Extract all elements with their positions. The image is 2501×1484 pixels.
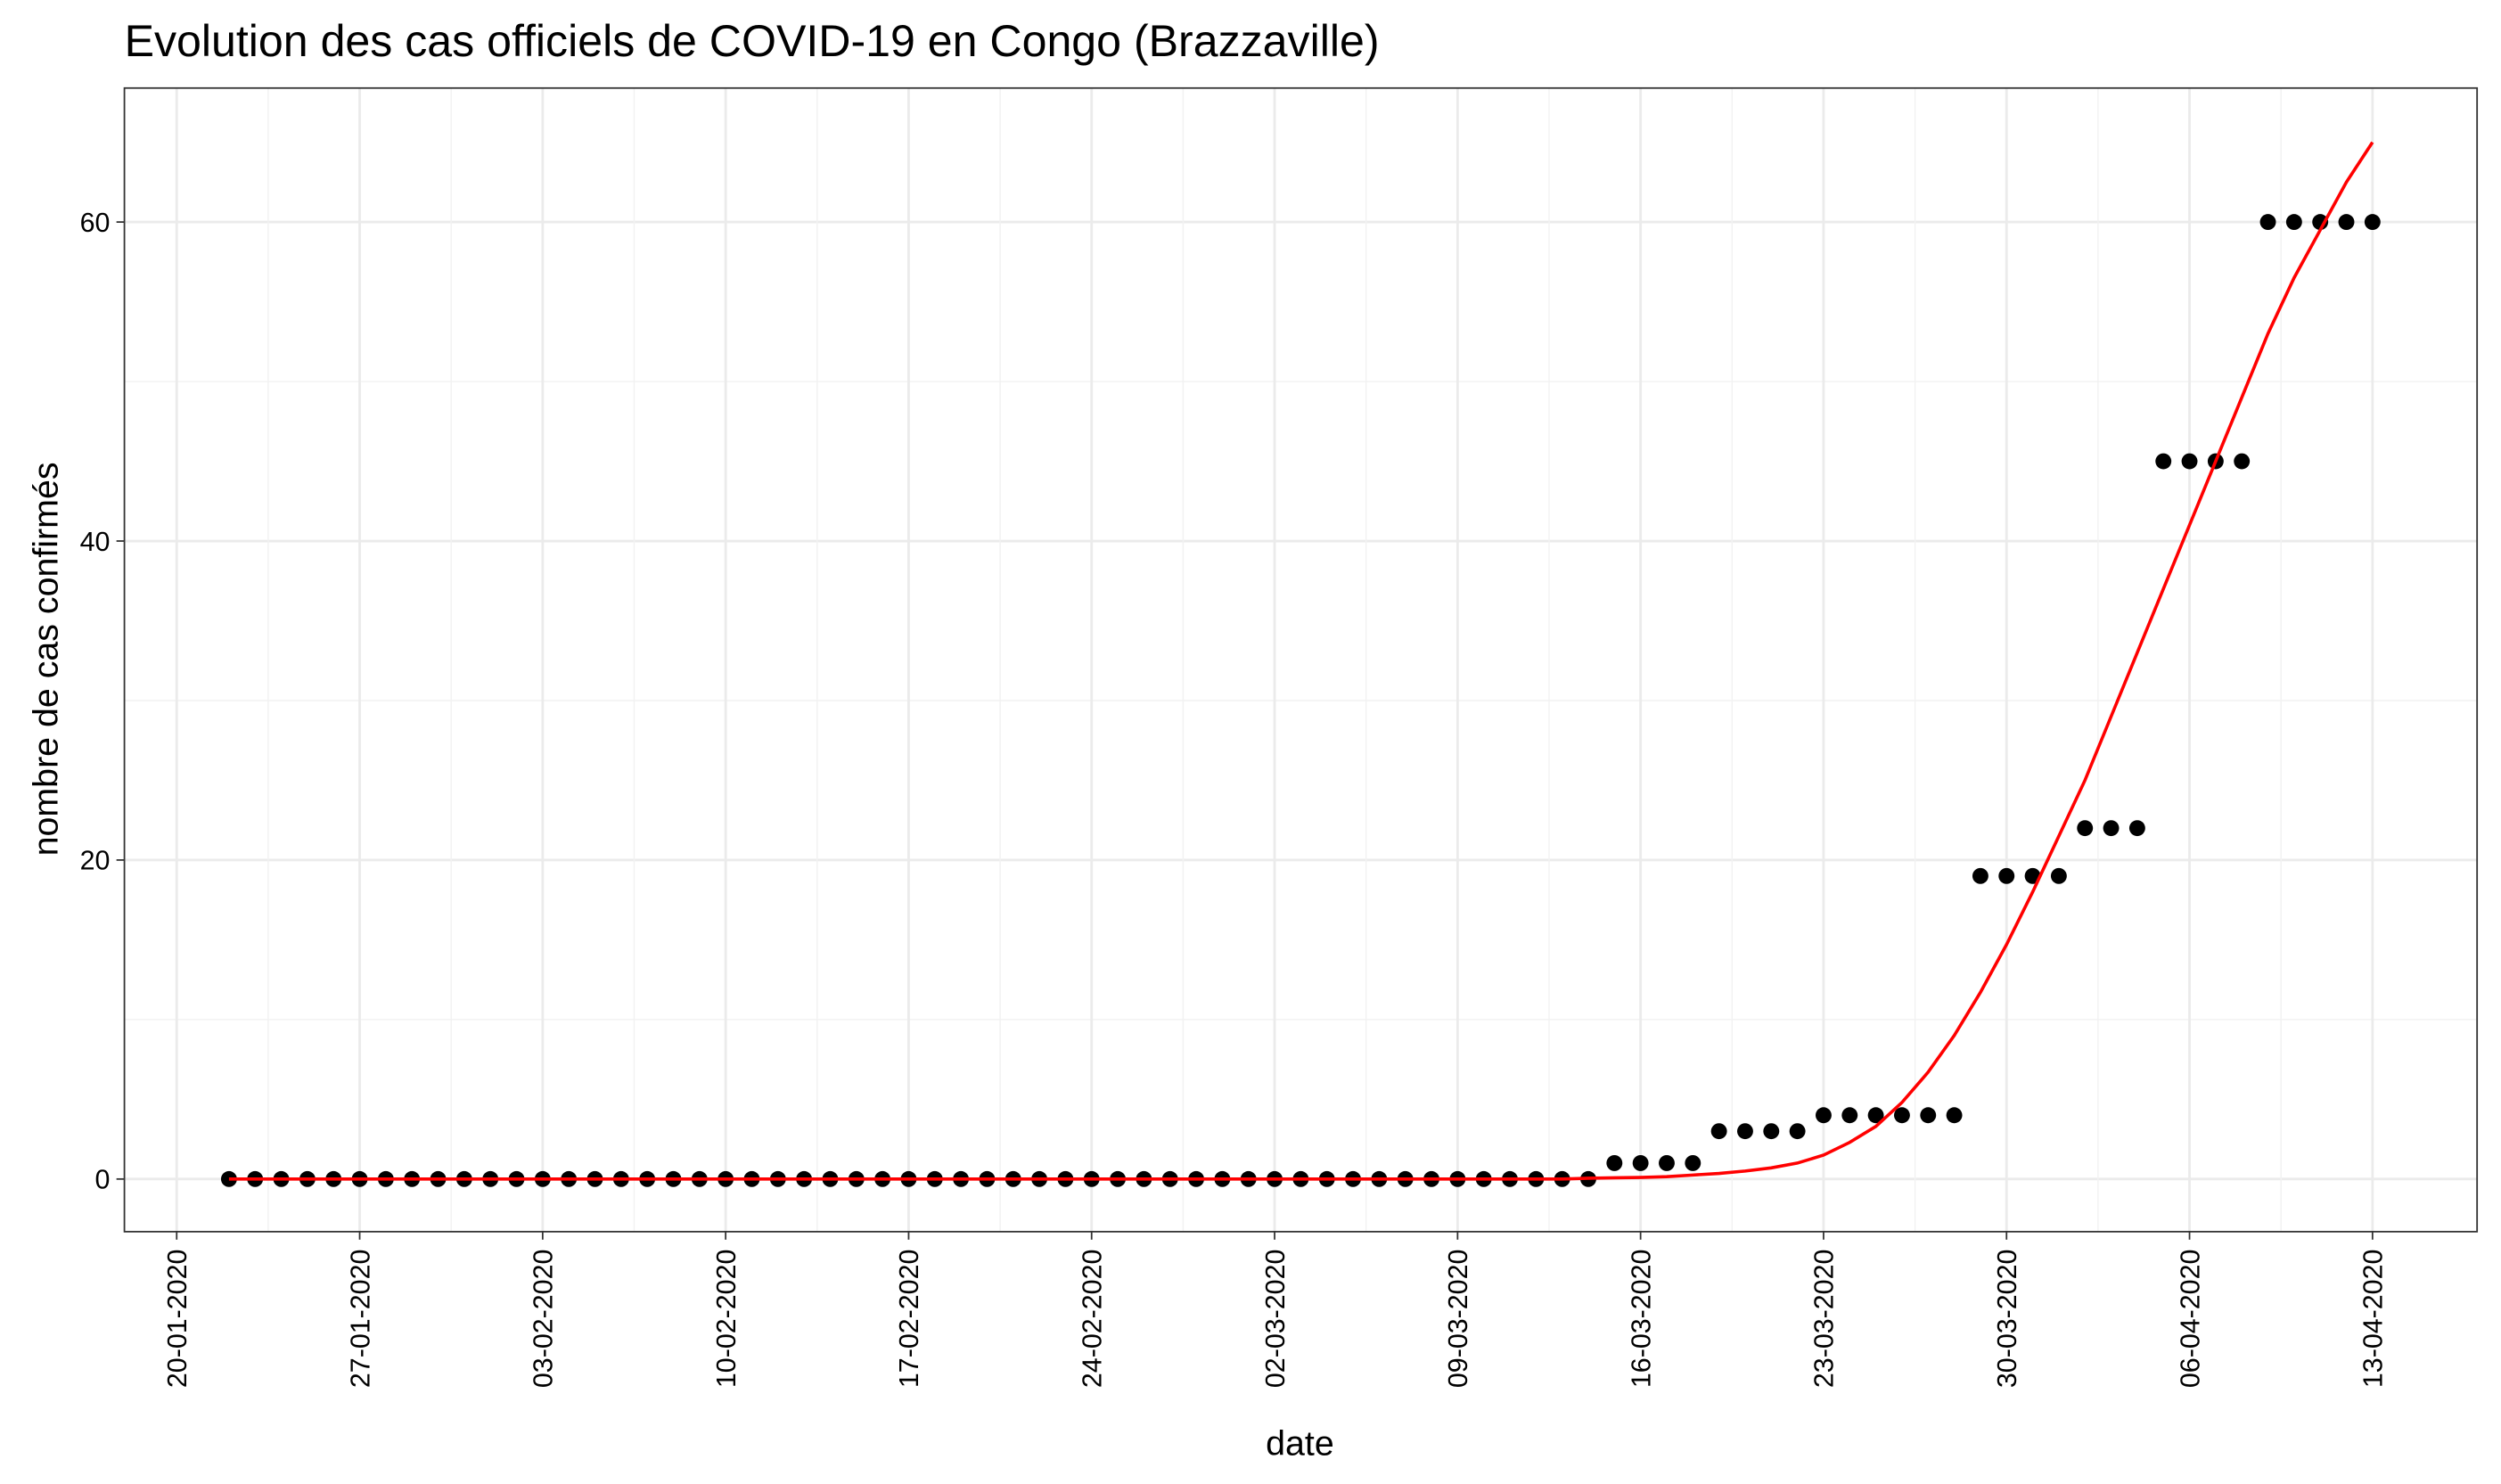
x-tick-label: 02-03-2020 — [1260, 1250, 1291, 1389]
y-tick-label: 40 — [80, 527, 111, 557]
y-tick-label: 20 — [80, 846, 111, 876]
x-tick-label: 16-03-2020 — [1626, 1250, 1656, 1389]
data-point — [1815, 1107, 1832, 1124]
data-point — [1789, 1123, 1806, 1140]
data-point — [2259, 214, 2276, 231]
data-point — [220, 1170, 237, 1187]
x-tick-label: 17-02-2020 — [894, 1250, 924, 1389]
x-tick-label: 09-03-2020 — [1443, 1250, 1473, 1389]
data-point — [1606, 1154, 1623, 1171]
data-point — [2285, 214, 2302, 231]
data-point — [2103, 820, 2120, 837]
panel — [124, 87, 2478, 1232]
data-point — [1737, 1123, 1753, 1140]
chart-title: Evolution des cas officiels de COVID-19 … — [125, 16, 1380, 66]
data-point — [1632, 1154, 1649, 1171]
x-tick-label: 27-01-2020 — [345, 1250, 375, 1389]
x-tick-label: 20-01-2020 — [162, 1250, 193, 1389]
x-tick-label: 24-02-2020 — [1077, 1250, 1107, 1389]
x-tick-label: 03-02-2020 — [529, 1250, 559, 1389]
data-point — [2338, 214, 2355, 231]
marks — [220, 141, 2381, 1187]
data-point — [2050, 867, 2067, 884]
data-point — [1972, 867, 1988, 884]
data-point — [1710, 1123, 1727, 1140]
y-tick-label: 0 — [95, 1165, 111, 1195]
fit-line — [228, 141, 2374, 1181]
data-point — [1841, 1107, 1858, 1124]
data-point — [1893, 1107, 1910, 1124]
data-point — [1867, 1107, 1884, 1124]
x-tick-label: 13-04-2020 — [2358, 1250, 2389, 1389]
data-point — [2364, 214, 2381, 231]
data-point — [1659, 1154, 1675, 1171]
y-tick-label: 60 — [80, 208, 111, 238]
data-point — [2128, 820, 2145, 837]
x-tick-label: 30-03-2020 — [1992, 1250, 2022, 1389]
grid — [124, 87, 2478, 1232]
data-point — [1763, 1123, 1780, 1140]
panel-border — [123, 86, 2479, 1233]
y-axis-label: nombre de cas confirmés — [26, 462, 65, 856]
x-axis-label: date — [1266, 1423, 1334, 1463]
x-tick-label: 10-02-2020 — [711, 1250, 742, 1389]
data-point — [2234, 453, 2251, 470]
data-point — [1920, 1107, 1937, 1124]
data-point — [2155, 453, 2172, 470]
x-tick-label: 23-03-2020 — [1809, 1250, 1840, 1389]
data-point — [1685, 1154, 1702, 1171]
data-point — [2181, 453, 2198, 470]
data-point — [1946, 1107, 1963, 1124]
x-tick-label: 06-04-2020 — [2175, 1250, 2205, 1389]
data-point — [2077, 820, 2094, 837]
data-point — [1998, 867, 2015, 884]
